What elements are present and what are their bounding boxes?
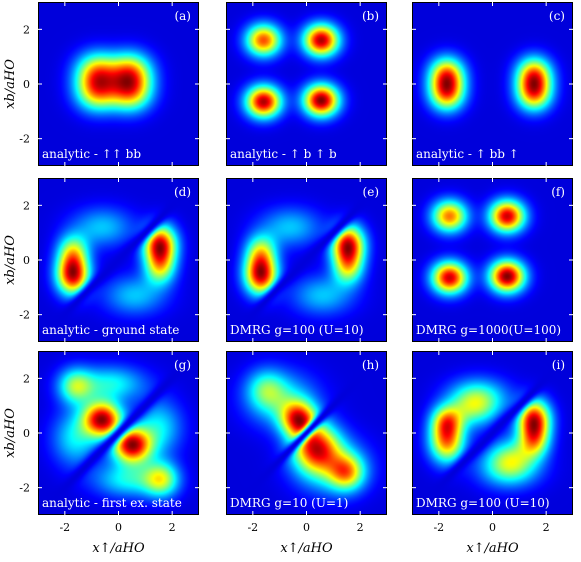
heatmap-image (412, 351, 573, 515)
panel-caption: DMRG g=100 (U=10) (230, 323, 364, 337)
panel-label: (d) (174, 185, 191, 199)
panel-g: (g) analytic - first ex. state 2 0 -2 xb/aHO -… (3, 351, 199, 556)
y-axis-label: xb/aHO (3, 235, 18, 285)
x-tick-label: 0 (303, 521, 310, 534)
x-axis-label: x↑/aHO (92, 541, 145, 556)
x-tick-label: -2 (59, 521, 70, 534)
panel-caption: analytic - ground state (42, 323, 179, 337)
y-tick-label: 2 (23, 372, 30, 385)
panel-label: (e) (363, 185, 379, 199)
panel-label: (f) (551, 185, 565, 199)
panel-caption: DMRG g=100 (U=10) (416, 496, 550, 510)
heatmap-image (412, 2, 573, 166)
heatmap-image (226, 351, 387, 515)
panel-caption: analytic - ↑ bb ↑ (416, 147, 519, 161)
panel-f: (f) DMRG g=1000(U=100) (412, 178, 573, 342)
panel-c: (c) analytic - ↑ bb ↑ (412, 2, 573, 166)
x-axis-label: x↑/aHO (280, 541, 333, 556)
x-tick-label: 2 (357, 521, 364, 534)
panel-h: (h) DMRG g=10 (U=1) -2 0 2 x↑/aHO (226, 351, 387, 556)
panel-label: (i) (552, 358, 565, 372)
panel-caption: DMRG g=1000(U=100) (416, 323, 561, 337)
y-tick-label: 0 (23, 78, 30, 91)
y-axis-label: xb/aHO (3, 59, 18, 109)
y-tick-label: 2 (23, 23, 30, 36)
heatmap-image (38, 351, 199, 515)
y-tick-label: 0 (23, 254, 30, 267)
panel-label: (b) (362, 9, 379, 23)
heatmap-image (226, 2, 387, 166)
heatmap-image (38, 178, 199, 342)
panel-i: (i) DMRG g=100 (U=10) -2 0 2 x↑/aHO (412, 351, 573, 556)
y-tick-label: -2 (19, 482, 30, 495)
heatmap-image (226, 178, 387, 342)
panel-caption: analytic - ↑↑ bb (42, 147, 141, 161)
x-tick-label: 2 (169, 521, 176, 534)
y-axis-label: xb/aHO (3, 408, 18, 458)
x-tick-label: 0 (489, 521, 496, 534)
x-tick-label: 0 (115, 521, 122, 534)
panel-a: (a) analytic - ↑↑ bb 2 0 -2 xb/aHO (3, 2, 199, 166)
panel-label: (c) (549, 9, 565, 23)
panel-b: (b) analytic - ↑ b ↑ b (226, 2, 387, 166)
panel-label: (g) (174, 358, 191, 372)
x-tick-label: 2 (543, 521, 550, 534)
y-tick-label: 2 (23, 199, 30, 212)
x-tick-label: -2 (433, 521, 444, 534)
panel-label: (h) (362, 358, 379, 372)
panel-e: (e) DMRG g=100 (U=10) (226, 178, 387, 342)
panel-caption: DMRG g=10 (U=1) (230, 496, 348, 510)
panel-d: (d) analytic - ground state 2 0 -2 xb/aHO (3, 178, 199, 342)
y-tick-label: -2 (19, 133, 30, 146)
x-tick-label: -2 (247, 521, 258, 534)
heatmap-image (38, 2, 199, 166)
y-tick-label: 0 (23, 427, 30, 440)
panel-label: (a) (174, 9, 191, 23)
panel-caption: analytic - ↑ b ↑ b (230, 147, 337, 161)
x-axis-label: x↑/aHO (466, 541, 519, 556)
y-tick-label: -2 (19, 309, 30, 322)
panel-caption: analytic - first ex. state (42, 496, 182, 510)
heatmap-image (412, 178, 573, 342)
